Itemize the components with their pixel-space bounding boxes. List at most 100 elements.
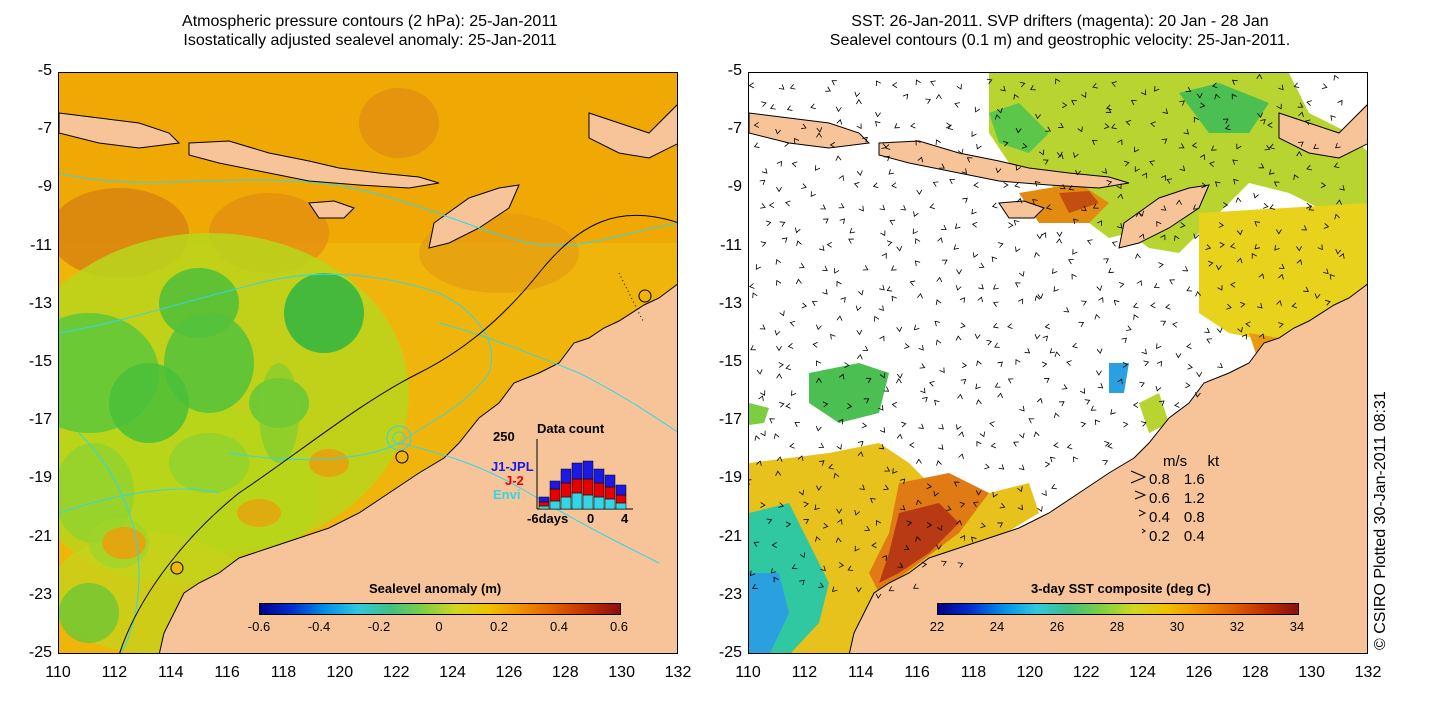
velocity-arrow [1335,142,1341,149]
velocity-legend-row: 0.4 0.8 [1149,509,1205,526]
velocity-arrow [1086,239,1093,245]
velocity-arrow [1253,192,1259,199]
velocity-arrow [935,339,942,346]
histogram-bar [538,501,550,507]
velocity-arrow [1339,253,1345,259]
velocity-arrow [1149,160,1155,166]
velocity-arrow [1158,262,1164,268]
velocity-arrow [884,155,890,162]
velocity-arrow [913,211,919,217]
velocity-arrow [1097,383,1104,389]
data-count-title: Data count [537,421,605,436]
sla-colorbar-title: Sealevel anomaly (m) [369,581,502,596]
velocity-arrow [752,292,758,299]
x-tick-label: 128 [1241,664,1269,681]
velocity-arrow [1214,93,1220,100]
velocity-arrow [1077,126,1083,133]
histogram-bar [538,496,550,503]
velocity-arrow [1097,220,1103,226]
velocity-arrow [1079,388,1086,394]
velocity-arrow [1014,182,1021,188]
velocity-arrow [1043,377,1050,384]
velocity-arrow [1323,268,1329,275]
x-tick-label: 126 [495,664,523,681]
velocity-arrow [971,536,977,543]
velocity-arrow [996,107,1003,114]
velocity-arrow [846,403,853,409]
velocity-arrow [1102,459,1109,466]
velocity-arrow [1084,399,1091,405]
velocity-arrow [889,219,896,226]
velocity-arrow [1313,143,1319,149]
velocity-arrow [1196,93,1203,99]
mission-label-j2: J-2 [505,473,524,488]
velocity-arrow [750,345,756,351]
velocity-arrow [945,505,952,511]
velocity-arrow [801,302,808,309]
velocity-arrow [896,245,903,252]
velocity-arrow [956,269,962,275]
velocity-arrow [955,335,962,341]
velocity-arrow [1054,351,1061,357]
legend-kt-value: 1.2 [1183,490,1205,507]
velocity-arrow [919,363,926,369]
velocity-arrow [990,442,997,449]
velocity-arrow [916,189,923,195]
velocity-arrow [925,98,931,104]
velocity-arrow [760,241,767,247]
velocity-arrow [1339,185,1345,191]
velocity-arrow [1117,193,1124,200]
histogram-bar [560,468,572,484]
x-tick-label: 112 [791,664,818,681]
velocity-arrow [816,132,822,138]
velocity-arrow [971,131,977,137]
velocity-arrow [844,362,850,369]
velocity-arrow [835,106,842,113]
y-tick-label: -19 [28,469,52,487]
velocity-arrow [856,329,863,336]
sst-colorbar-tick: 34 [1289,619,1305,634]
velocity-arrow [1278,273,1284,280]
velocity-arrow [775,279,782,286]
velocity-arrow [980,522,986,529]
velocity-arrow [1036,397,1043,404]
velocity-arrow [1269,204,1276,210]
velocity-arrow [1091,139,1098,146]
velocity-arrow [1204,327,1210,334]
velocity-arrow [1107,442,1113,449]
velocity-arrow [1330,115,1336,121]
velocity-arrow [1258,273,1265,279]
velocity-arrow [994,342,1000,348]
velocity-arrow [872,182,879,189]
y-tick-label: -25 [28,644,52,661]
velocity-arrow [1110,409,1116,415]
velocity-arrow [793,137,800,144]
velocity-arrow [896,326,903,333]
mission-label-envi: Envi [493,487,521,502]
velocity-arrow [756,369,763,375]
sst-velocity-map: m/s kt 0.8 1.6 0.6 1.2 0.4 0.8 0.2 0.4 3-day SS… [748,72,1368,654]
velocity-arrow [1175,353,1182,359]
velocity-arrow [756,460,762,466]
velocity-arrow [816,377,822,383]
velocity-arrow [934,399,940,406]
velocity-arrow [759,179,766,186]
velocity-arrow [1329,274,1335,280]
legend-kt-value: 0.4 [1183,528,1205,545]
velocity-arrow [857,289,864,296]
velocity-arrow [1095,370,1102,376]
velocity-arrow [838,562,845,568]
velocity-arrow [1172,321,1178,328]
velocity-arrow [830,333,836,340]
days-axis-label: -6days [527,511,568,526]
velocity-arrow [836,315,843,321]
velocity-arrow [997,361,1003,367]
velocity-arrow [1053,442,1059,449]
velocity-arrow [840,297,846,303]
velocity-arrow [1132,302,1139,309]
sla-colorbar-tick: 0.2 [489,619,509,634]
velocity-arrow [1108,267,1114,274]
velocity-arrow [779,310,785,317]
velocity-arrow [1007,378,1014,384]
velocity-arrow [903,544,910,551]
